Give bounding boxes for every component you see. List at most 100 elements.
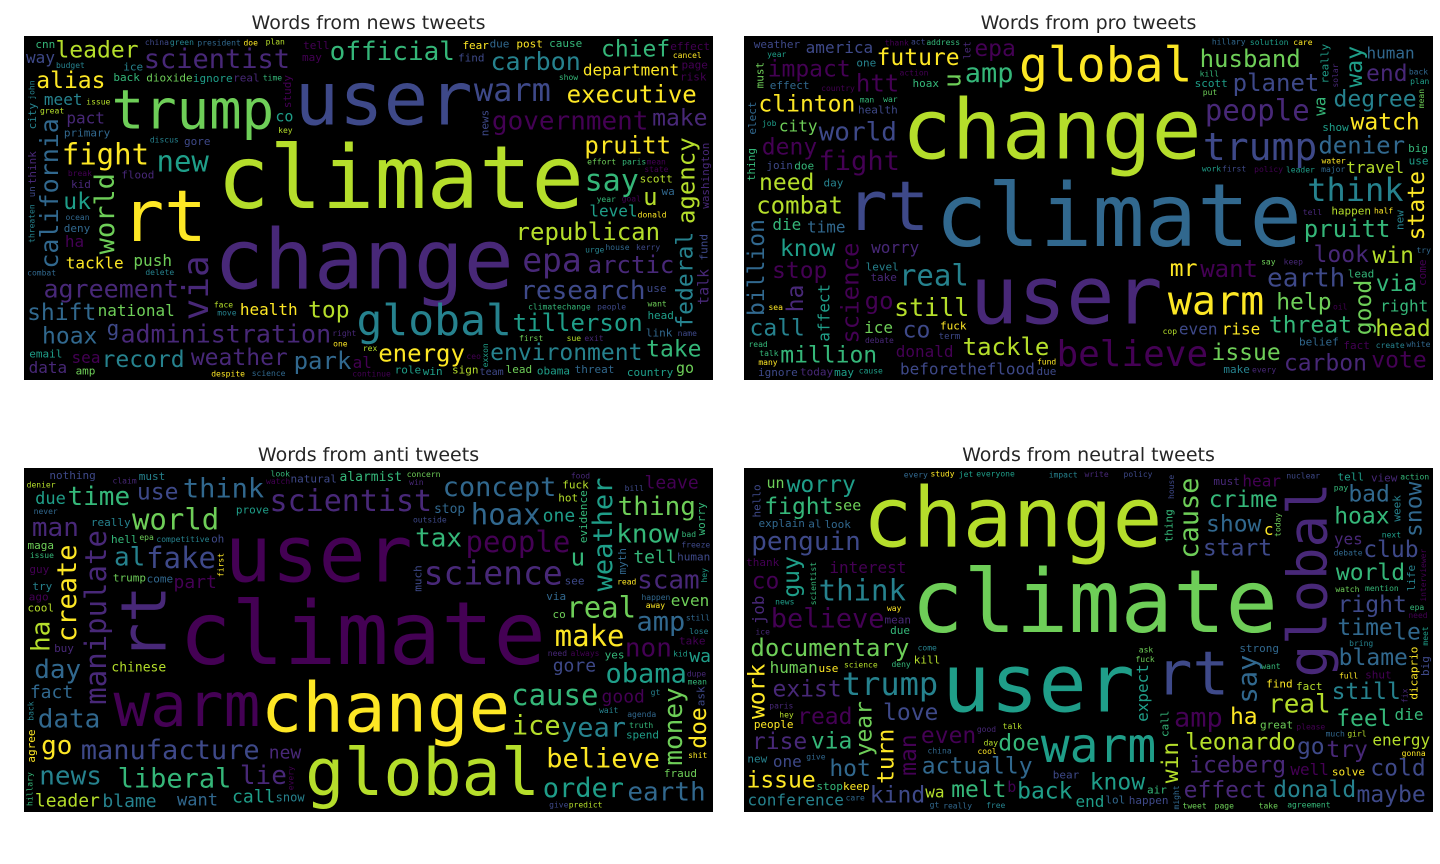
word-warm: warm <box>1041 718 1157 774</box>
word-sue: sue <box>567 334 582 343</box>
word-new: new <box>1393 210 1406 230</box>
word-human: human <box>677 550 710 563</box>
word-people: people <box>597 303 626 312</box>
word-fund: fund <box>1037 358 1056 367</box>
word-due: due <box>890 624 910 637</box>
word-scott: scott <box>640 172 673 185</box>
word-really: really <box>91 516 131 529</box>
word-b: b <box>1007 778 1016 796</box>
word-america: america <box>806 38 873 57</box>
word-take: take <box>679 634 706 647</box>
word-amp: amp <box>1174 703 1223 734</box>
word-year: year <box>597 195 616 204</box>
word-carbon: carbon <box>1284 351 1367 377</box>
word-user: user <box>225 510 413 600</box>
word-energy: energy <box>378 339 465 367</box>
word-issue: issue <box>86 97 110 106</box>
word-tell: tell <box>1303 208 1322 217</box>
word-pay: pay <box>1334 484 1349 493</box>
word-weather: weather <box>191 345 288 371</box>
word-chinese: chinese <box>111 661 166 676</box>
word-via: via <box>176 255 217 320</box>
word-back: back <box>27 701 36 720</box>
word-melt: melt <box>951 777 1006 803</box>
word-find: find <box>458 51 485 64</box>
word-show: show <box>1322 121 1349 134</box>
word-scam: scam <box>637 566 700 596</box>
word-take: take <box>1259 801 1278 810</box>
word-one: one <box>856 57 876 70</box>
word-un: un <box>766 474 784 492</box>
word-ice: ice <box>755 627 770 636</box>
panel-news: Words from news tweets climate change user… <box>24 10 713 381</box>
word-news: news <box>775 598 794 607</box>
word-free: free <box>986 801 1005 810</box>
word-climate: climate <box>935 165 1302 267</box>
word-win: win <box>423 365 443 378</box>
word-many: many <box>758 358 777 367</box>
word-feel: feel <box>1336 706 1391 732</box>
word-man: man <box>32 513 79 543</box>
word-look: look <box>824 518 851 531</box>
word-top: top <box>308 298 350 324</box>
word-today: today <box>1273 513 1282 537</box>
word-evidence: evidence <box>577 490 590 543</box>
word-policy: policy <box>1254 165 1283 174</box>
word-global: global <box>1019 37 1192 93</box>
word-travel: travel <box>1346 158 1404 177</box>
word-let: let <box>963 41 974 59</box>
panel-title: Words from news tweets <box>251 12 486 34</box>
word-buy: buy <box>54 642 74 655</box>
word-executive: executive <box>567 81 697 109</box>
word-see: see <box>565 575 585 588</box>
word-turn: turn <box>874 729 900 784</box>
word-win: win <box>1158 742 1184 784</box>
word-try: try <box>32 580 52 593</box>
word-happen: happen <box>1129 794 1169 807</box>
word-htt: htt <box>856 70 899 98</box>
word-die: die <box>772 215 801 234</box>
word-city: city <box>779 117 818 136</box>
word-right: right <box>1338 592 1407 618</box>
word-nuclear: nuclear <box>1286 471 1320 480</box>
word-weather: weather <box>588 478 619 592</box>
word-need: need <box>1408 611 1427 620</box>
word-prove: prove <box>236 504 269 517</box>
word-hear: hear <box>1242 471 1281 490</box>
word-ice: ice <box>123 60 143 73</box>
word-lead: lead <box>1348 267 1375 280</box>
word-study: study <box>281 75 294 108</box>
word-create: create <box>1376 341 1405 350</box>
word-goal: goal <box>622 195 641 204</box>
word-stop: stop <box>772 258 827 284</box>
word-federal: federal <box>672 232 698 329</box>
word-ha: ha <box>783 285 809 313</box>
word-c: c <box>1264 520 1274 539</box>
word-win: win <box>1372 243 1414 269</box>
word-gore: gore <box>184 135 211 148</box>
wordcloud-pro: climate change user rt global warm trump believ… <box>744 36 1433 380</box>
word-bad: bad <box>682 530 697 539</box>
word-day: day <box>984 739 999 748</box>
word-ice: ice <box>864 318 893 337</box>
word-donald: donald <box>896 342 954 361</box>
word-might: might <box>1172 785 1181 809</box>
word-first: first <box>519 334 543 343</box>
word-actually: actually <box>922 753 1033 779</box>
word-user: user <box>942 637 1135 730</box>
word-gt: gt <box>651 688 661 697</box>
word-way: way <box>26 48 55 67</box>
word-lol: lol <box>1105 794 1125 807</box>
word-action: action <box>900 69 929 78</box>
word-look: look <box>1314 242 1370 268</box>
word-die: die <box>1395 705 1424 724</box>
word-u: u <box>643 183 657 211</box>
word-republican: republican <box>516 218 661 246</box>
word-park: park <box>294 347 352 375</box>
word-page: page <box>1215 801 1234 810</box>
word-sea: sea <box>72 348 101 367</box>
word-paris: paris <box>622 157 646 166</box>
word-keep: keep <box>1284 257 1303 266</box>
word-scientist: scientist <box>144 44 290 75</box>
